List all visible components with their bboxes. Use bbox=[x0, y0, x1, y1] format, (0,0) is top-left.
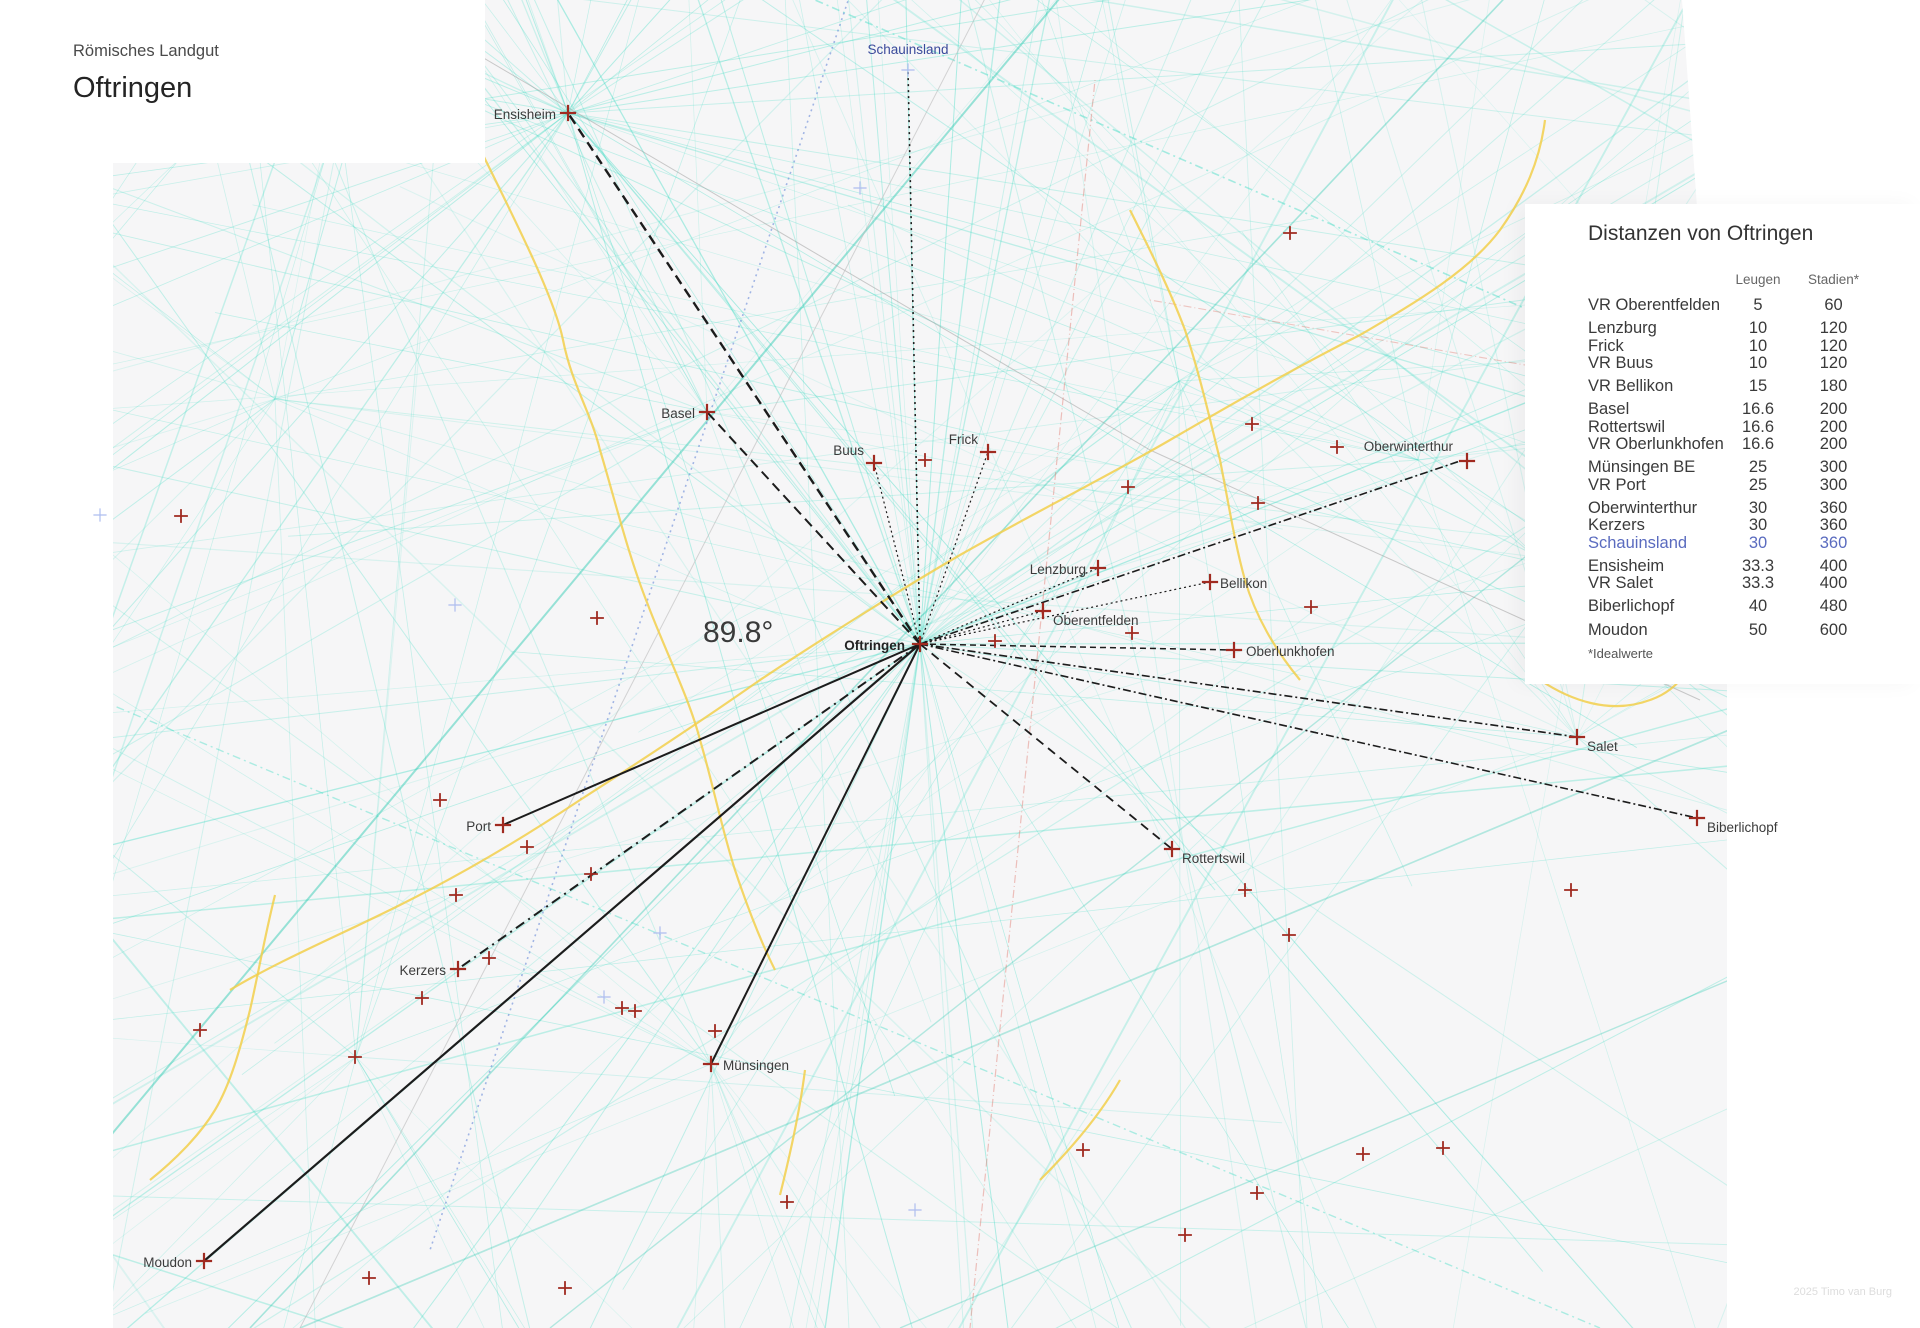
svg-text:Basel: Basel bbox=[661, 406, 695, 421]
svg-text:Buus: Buus bbox=[833, 443, 864, 458]
svg-text:Oberwinterthur: Oberwinterthur bbox=[1364, 439, 1454, 454]
svg-text:Bellikon: Bellikon bbox=[1220, 576, 1267, 591]
svg-text:Oberlunkhofen: Oberlunkhofen bbox=[1246, 644, 1335, 659]
svg-text:Port: Port bbox=[466, 819, 491, 834]
svg-text:Kerzers: Kerzers bbox=[399, 963, 446, 978]
svg-text:Ensisheim: Ensisheim bbox=[494, 107, 556, 122]
svg-text:Rottertswil: Rottertswil bbox=[1182, 851, 1245, 866]
svg-text:Oberentfelden: Oberentfelden bbox=[1053, 613, 1139, 628]
svg-text:Lenzburg: Lenzburg bbox=[1030, 562, 1086, 577]
svg-text:Frick: Frick bbox=[949, 432, 978, 447]
svg-text:Moudon: Moudon bbox=[143, 1255, 192, 1270]
svg-text:Münsingen: Münsingen bbox=[723, 1058, 789, 1073]
svg-text:Salet: Salet bbox=[1587, 739, 1618, 754]
svg-text:Oftringen: Oftringen bbox=[844, 638, 905, 653]
svg-text:89.8°: 89.8° bbox=[703, 616, 773, 649]
svg-text:Schauinsland: Schauinsland bbox=[867, 42, 948, 57]
svg-text:Biberlichopf: Biberlichopf bbox=[1707, 820, 1778, 835]
